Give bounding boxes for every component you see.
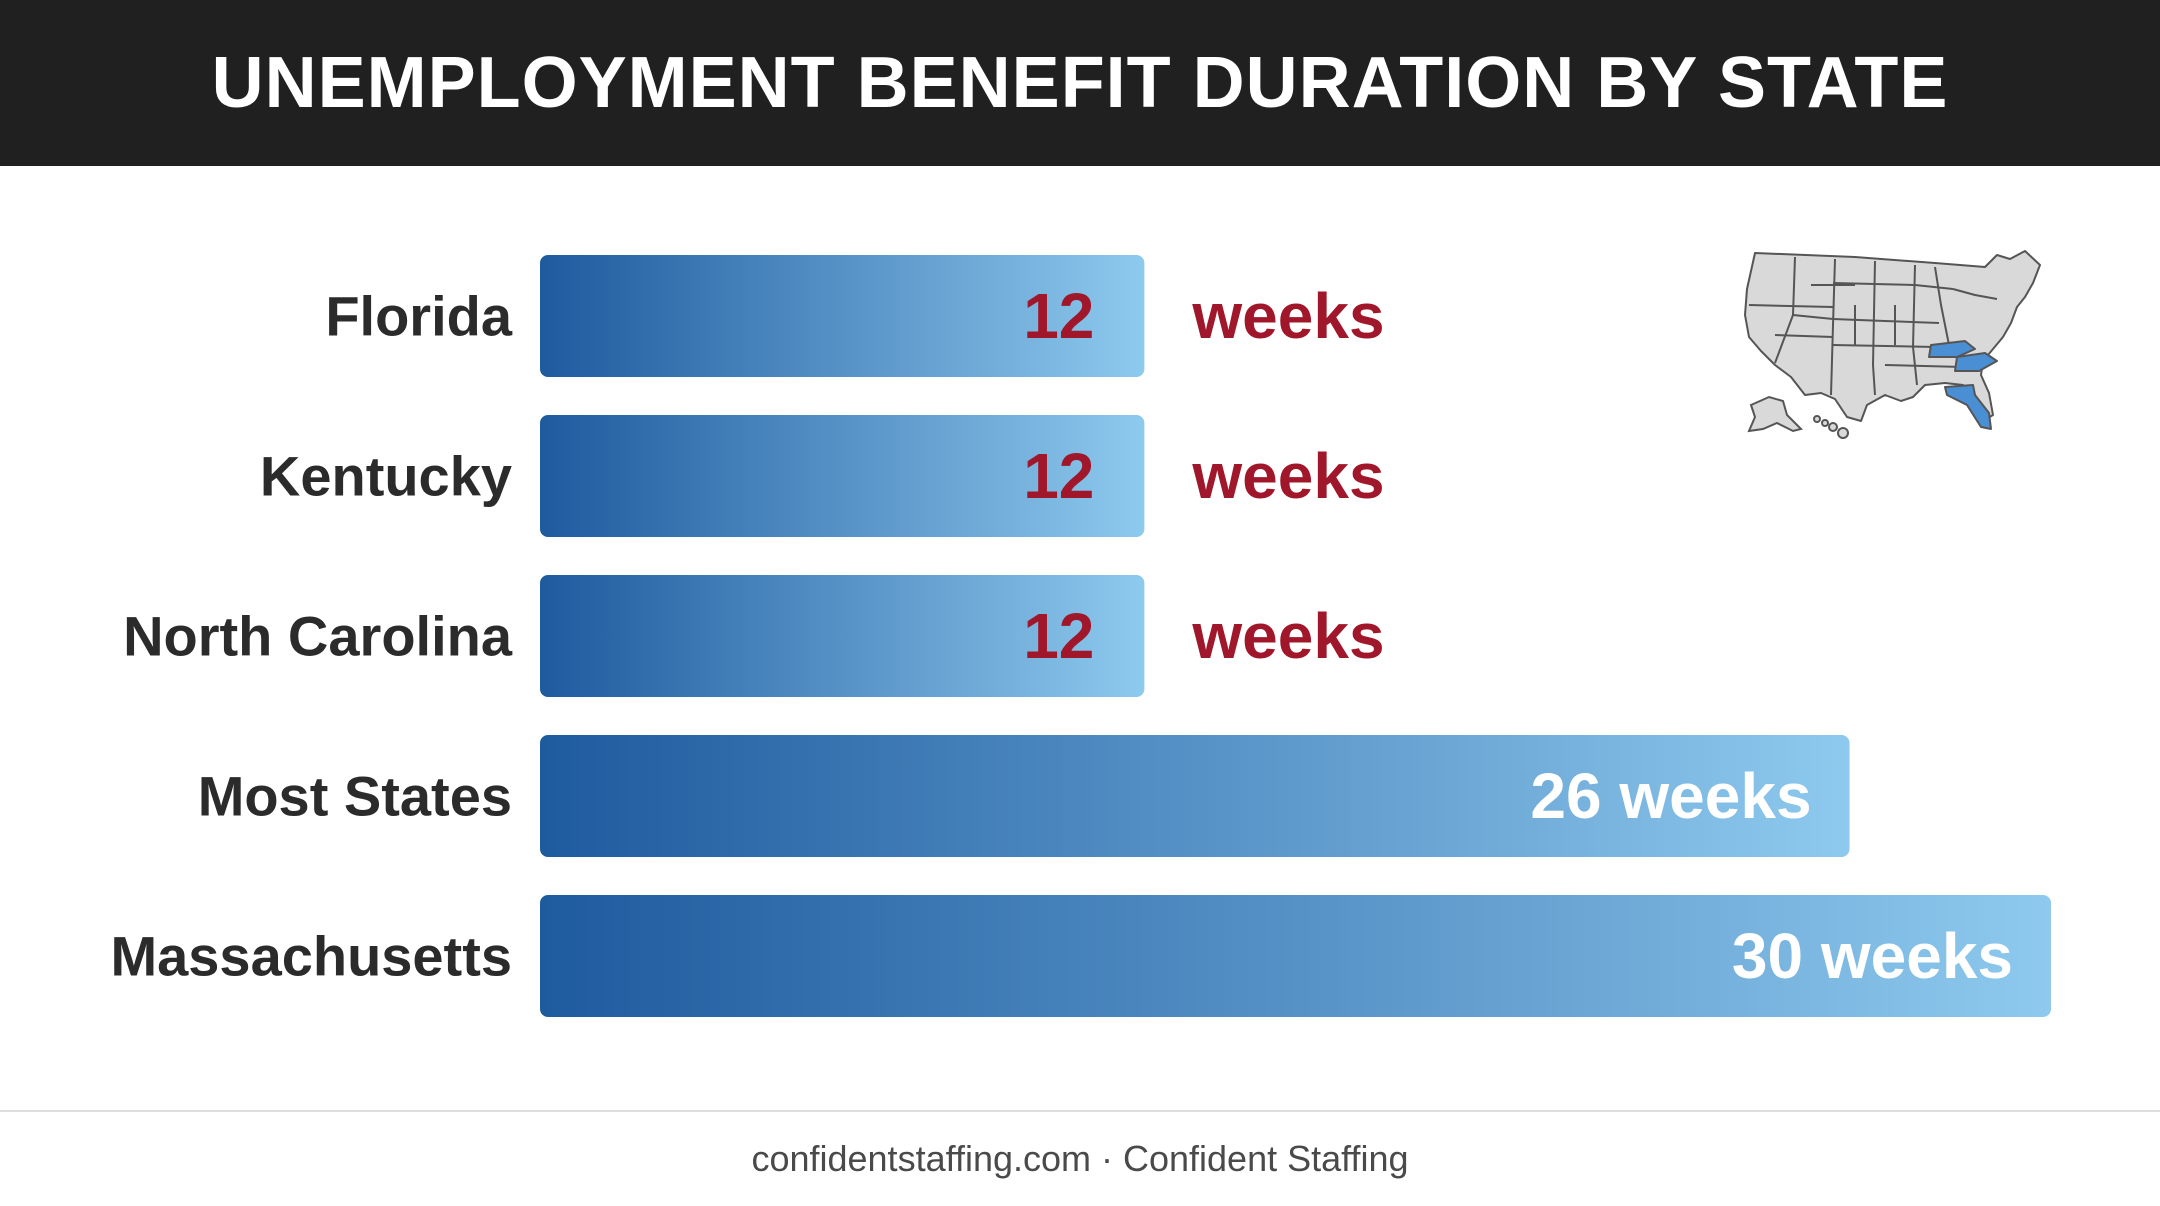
- unit-label-north-carolina: weeks: [1191, 600, 1384, 672]
- bar-massachusetts: [540, 895, 2051, 1017]
- title-bar: [0, 0, 2160, 166]
- us-map-icon: [1744, 250, 2041, 439]
- category-label-massachusetts: Massachusetts: [110, 925, 512, 988]
- bar-most-states: [540, 735, 1850, 857]
- category-label-most-states: Most States: [198, 765, 512, 828]
- category-label-kentucky: Kentucky: [260, 445, 512, 508]
- unit-label-florida: weeks: [1191, 280, 1384, 352]
- value-label-kentucky: 12: [1023, 440, 1094, 512]
- footer-source: confidentstaffing.com · Confident Staffi…: [751, 1138, 1409, 1179]
- florida-shape: [1944, 384, 1992, 430]
- bar-kentucky: [540, 415, 1145, 537]
- chart-title: UNEMPLOYMENT BENEFIT DURATION BY STATE: [211, 43, 1949, 123]
- value-label-north-carolina: 12: [1023, 600, 1094, 672]
- bar-north-carolina: [540, 575, 1145, 697]
- value-label-most-states: 26 weeks: [1530, 760, 1811, 832]
- category-label-florida: Florida: [325, 285, 513, 348]
- north-carolina-shape: [1954, 352, 1998, 372]
- kentucky-shape: [1928, 340, 1976, 358]
- unit-label-kentucky: weeks: [1191, 440, 1384, 512]
- bar-florida: [540, 255, 1145, 377]
- category-label-north-carolina: North Carolina: [123, 605, 513, 668]
- value-label-florida: 12: [1023, 280, 1094, 352]
- value-label-massachusetts: 30 weeks: [1732, 920, 2013, 992]
- footer-divider: [0, 1110, 2160, 1112]
